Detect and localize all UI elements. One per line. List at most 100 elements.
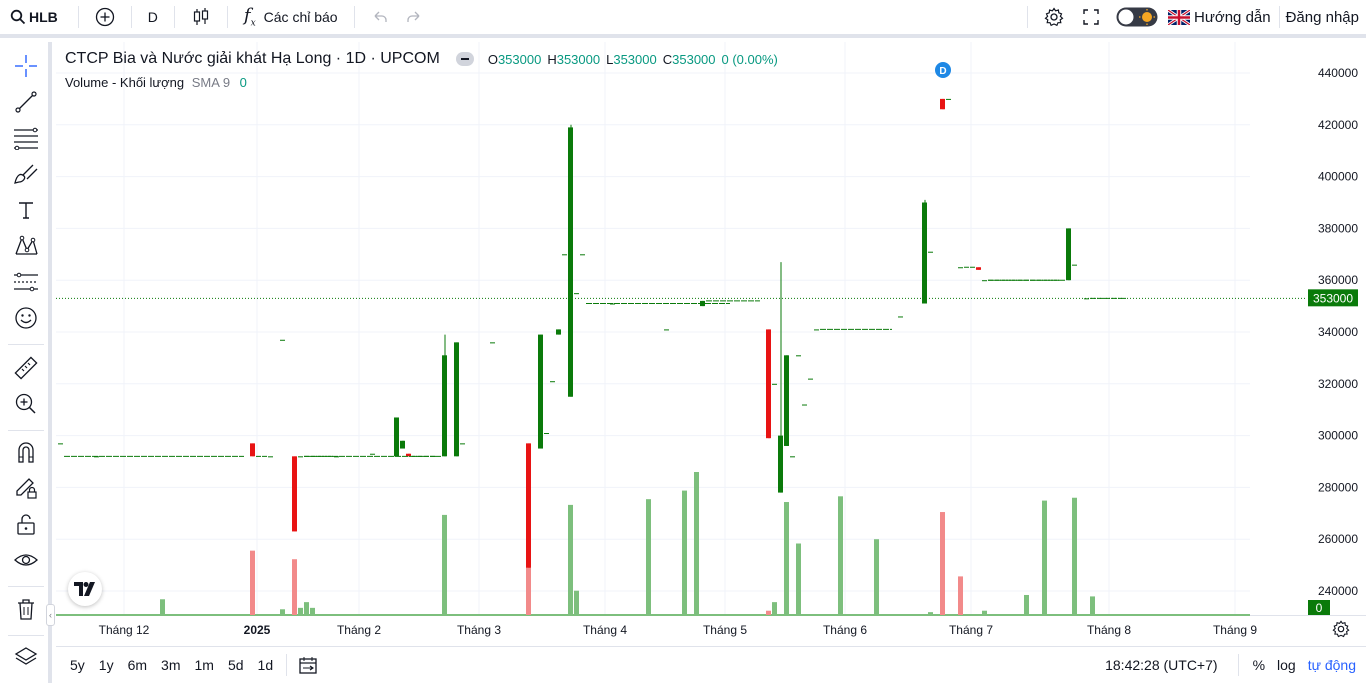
- range-1m-button[interactable]: 1m: [194, 657, 214, 673]
- text-tool-button[interactable]: [8, 194, 44, 226]
- candle-body: [778, 435, 783, 493]
- guide-button[interactable]: Hướng dẫn: [1164, 0, 1277, 34]
- brush-tool-button[interactable]: [8, 158, 44, 190]
- object-tree-button[interactable]: [8, 641, 44, 673]
- time-axis-settings-button[interactable]: [1332, 620, 1354, 642]
- undo-button[interactable]: [363, 0, 397, 34]
- crosshair-tool-button[interactable]: [8, 50, 44, 82]
- magnet-tool-button[interactable]: [8, 436, 44, 468]
- percent-scale-button[interactable]: %: [1252, 657, 1266, 673]
- indicators-button[interactable]: fx Các chỉ báo: [236, 0, 346, 34]
- range-6m-button[interactable]: 6m: [127, 657, 148, 673]
- candle-body: [664, 329, 669, 331]
- clock-timezone[interactable]: 18:42:28 (UTC+7): [1105, 657, 1218, 673]
- candle-body: [766, 329, 771, 439]
- login-label: Đăng nhập: [1285, 8, 1359, 26]
- prediction-tool-button[interactable]: [8, 266, 44, 298]
- measure-tool-button[interactable]: [8, 352, 44, 384]
- candle-body: [454, 342, 459, 457]
- auto-scale-button[interactable]: tự động: [1307, 657, 1356, 673]
- candle-body: [976, 267, 981, 270]
- volume-bar: [298, 607, 303, 615]
- candle-body: [814, 329, 819, 331]
- pattern-tool-button[interactable]: [8, 230, 44, 262]
- range-3m-button[interactable]: 3m: [161, 657, 181, 673]
- fib-tool-button[interactable]: [8, 122, 44, 154]
- go-to-date-button[interactable]: [291, 655, 325, 675]
- candle-body: [280, 339, 285, 341]
- volume-bar: [682, 490, 687, 615]
- login-button[interactable]: Đăng nhập: [1286, 0, 1366, 34]
- settings-button[interactable]: [1036, 0, 1072, 34]
- candle-body: [538, 334, 543, 449]
- candle-body: [1072, 264, 1077, 266]
- volume-bar: [1090, 596, 1095, 615]
- candle-body: [400, 440, 405, 449]
- price-chart[interactable]: 240000 260000 280000 300000 320000 340000 3600…: [56, 42, 1366, 642]
- volume-bar: [694, 472, 699, 615]
- volume-bar: [442, 514, 447, 615]
- collapse-sidebar-handle[interactable]: ‹: [46, 604, 55, 626]
- lock-drawing-mode-button[interactable]: [8, 472, 44, 504]
- symbol-search-button[interactable]: HLB: [10, 0, 58, 34]
- fullscreen-button[interactable]: [1072, 0, 1110, 34]
- gear-icon: [1044, 7, 1064, 27]
- brush-icon: [14, 164, 38, 184]
- candle-body: [898, 316, 903, 318]
- volume-legend-value: 0: [239, 75, 247, 90]
- zoom-tool-button[interactable]: [8, 388, 44, 420]
- dividend-marker[interactable]: [935, 62, 951, 78]
- candle-body: [784, 355, 789, 446]
- candle-body: [460, 443, 465, 445]
- candle-body: [940, 98, 945, 110]
- price-tick-label: 420000: [1318, 118, 1358, 132]
- volume-bar: [928, 612, 933, 615]
- emoji-tool-button[interactable]: [8, 302, 44, 334]
- last-price-label: 353000: [1313, 291, 1353, 305]
- divider: [286, 654, 288, 676]
- price-tick-label: 440000: [1318, 66, 1358, 80]
- divider: [173, 6, 175, 28]
- candle-body: [298, 456, 303, 458]
- pattern-icon: [15, 235, 38, 255]
- remove-drawings-button[interactable]: [8, 593, 44, 625]
- candle-body: [946, 98, 951, 100]
- redo-icon: [406, 11, 420, 22]
- chart-pane[interactable]: 240000 260000 280000 300000 320000 340000 3600…: [46, 42, 1366, 642]
- top-toolbar: HLB D fx Các chỉ báo: [0, 0, 1366, 38]
- candle-body: [292, 456, 297, 532]
- candle-body: [556, 329, 561, 335]
- legend-toggle-button[interactable]: [455, 52, 474, 66]
- range-1y-button[interactable]: 1y: [98, 657, 114, 673]
- layers-icon: [14, 647, 38, 665]
- range-5y-button[interactable]: 5y: [70, 657, 85, 673]
- redo-button[interactable]: [397, 0, 431, 34]
- log-scale-button[interactable]: log: [1277, 657, 1296, 673]
- price-tick-label: 240000: [1318, 584, 1358, 598]
- hide-drawings-button[interactable]: [8, 544, 44, 576]
- price-tick-label: 340000: [1318, 325, 1358, 339]
- range-5d-button[interactable]: 5d: [227, 657, 244, 673]
- trend-line-tool-button[interactable]: [8, 86, 44, 118]
- volume-bar: [292, 559, 297, 615]
- candle-body: [922, 202, 927, 304]
- zoom-in-icon: [15, 393, 36, 414]
- trend-line-icon: [15, 91, 37, 113]
- minus-icon: [460, 58, 469, 60]
- lock-all-button[interactable]: [8, 508, 44, 540]
- volume-bar: [940, 512, 945, 615]
- compare-symbol-button[interactable]: [87, 0, 123, 34]
- tv-logo-icon: [74, 582, 95, 596]
- theme-toggle[interactable]: [1110, 0, 1164, 34]
- tradingview-logo[interactable]: [68, 572, 102, 606]
- interval-button[interactable]: D: [140, 0, 166, 34]
- range-1d-button[interactable]: 1d: [257, 657, 274, 673]
- volume-bar: [796, 543, 801, 615]
- candle-body: [268, 456, 273, 458]
- legend-title: CTCP Bia và Nước giải khát Hạ Long · 1D …: [65, 50, 440, 67]
- open-value: O353000: [487, 51, 542, 67]
- price-tick-label: 380000: [1318, 221, 1358, 235]
- plus-circle-icon: [95, 7, 114, 27]
- candle-body: [406, 453, 411, 457]
- chart-type-button[interactable]: [183, 0, 219, 34]
